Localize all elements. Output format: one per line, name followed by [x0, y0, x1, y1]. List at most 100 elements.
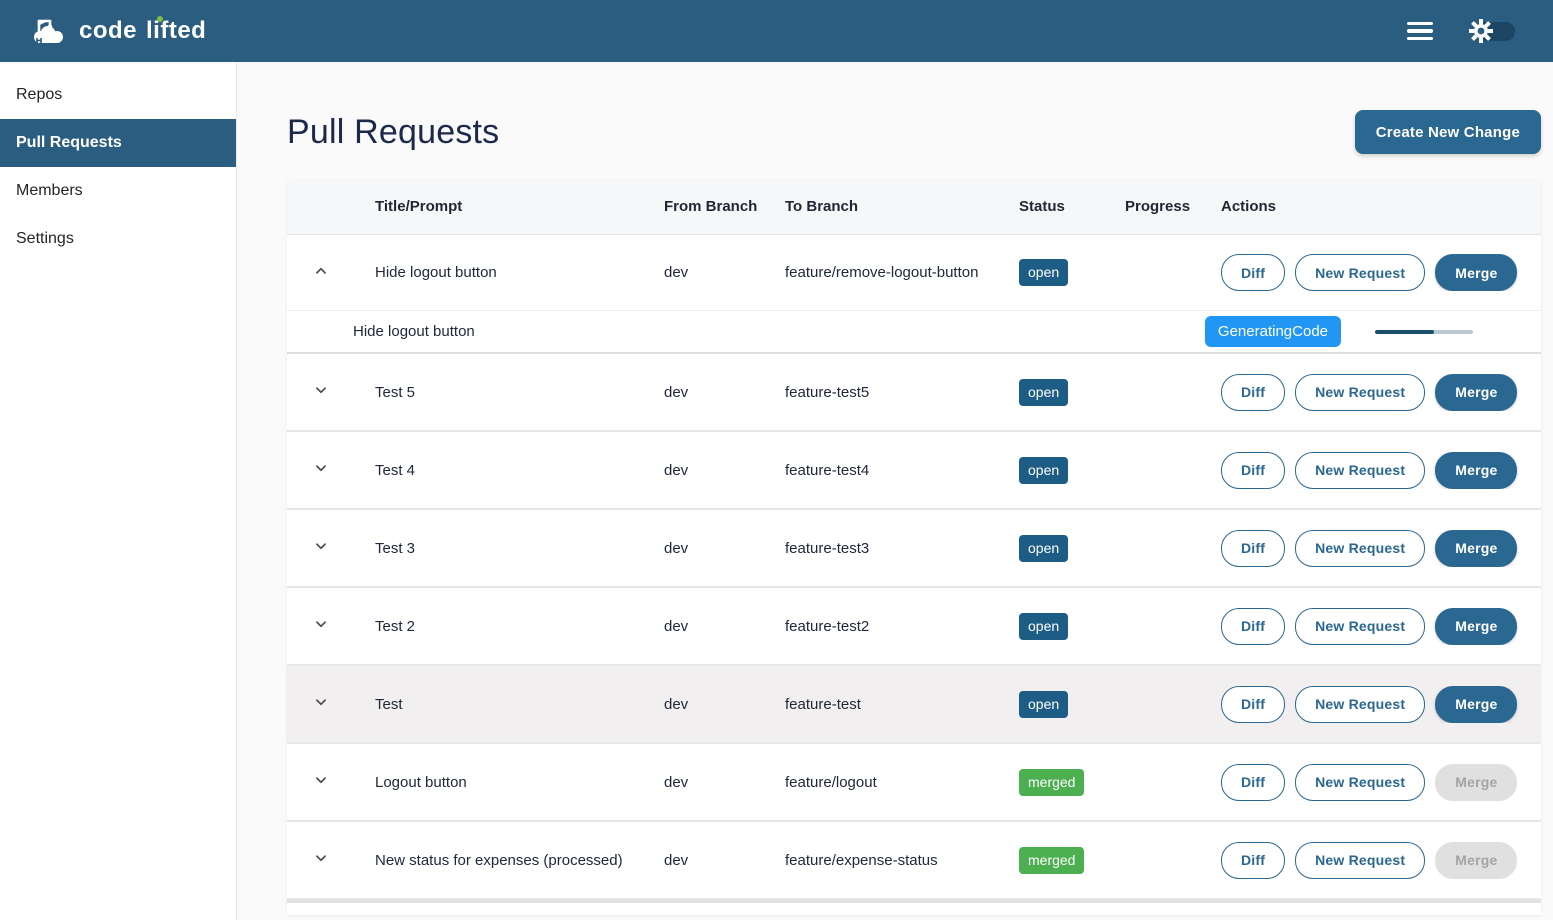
diff-button[interactable]: Diff — [1221, 763, 1286, 801]
new-request-button[interactable]: New Request — [1295, 373, 1426, 411]
new-request-button[interactable]: New Request — [1295, 763, 1426, 801]
chevron-down-icon[interactable] — [312, 693, 330, 711]
create-new-change-button[interactable]: Create New Change — [1354, 110, 1541, 154]
pr-title: Hide logout button — [375, 264, 497, 281]
pr-title: Test 5 — [375, 383, 416, 401]
merge-button[interactable]: Merge — [1435, 451, 1518, 489]
brand-logo: code lifted — [30, 16, 206, 46]
pr-title: Test 3 — [375, 539, 416, 557]
diff-button[interactable]: Diff — [1221, 685, 1286, 723]
app-header: code lifted — [0, 0, 1553, 62]
sidebar-item-pull-requests[interactable]: Pull Requests — [0, 119, 236, 167]
col-from-branch: From Branch — [664, 198, 758, 215]
col-to-branch: To Branch — [785, 198, 859, 215]
pr-prompt: Hide logout button — [353, 323, 475, 340]
theme-toggle[interactable] — [1469, 19, 1515, 43]
chevron-down-icon[interactable] — [312, 381, 330, 399]
menu-icon[interactable] — [1407, 22, 1433, 40]
generating-code-badge: GeneratingCode — [1204, 316, 1341, 347]
merge-button[interactable]: Merge — [1435, 607, 1518, 645]
pr-title: Test 4 — [375, 461, 416, 479]
pr-from-branch: dev — [664, 617, 689, 635]
pr-to-branch: feature-test4 — [785, 461, 870, 479]
diff-button[interactable]: Diff — [1221, 254, 1286, 291]
new-request-button[interactable]: New Request — [1295, 841, 1426, 879]
page-title: Pull Requests — [287, 112, 500, 151]
sidebar-item-settings[interactable]: Settings — [16, 230, 74, 247]
status-badge: open — [1019, 456, 1069, 484]
col-status: Status — [1019, 198, 1065, 215]
col-progress: Progress — [1125, 198, 1191, 215]
pr-from-branch: dev — [664, 539, 689, 557]
brand-word-code: code — [79, 17, 138, 44]
pull-requests-table: Title/Prompt From Branch To Branch Statu… — [287, 179, 1541, 915]
merge-button[interactable]: Merge — [1435, 373, 1518, 411]
diff-button[interactable]: Diff — [1221, 451, 1286, 489]
table-row[interactable]: Test 3 dev feature-test3 open Diff New R… — [287, 510, 1541, 588]
table-header-row: Title/Prompt From Branch To Branch Statu… — [287, 179, 1541, 235]
diff-button[interactable]: Diff — [1221, 373, 1286, 411]
pr-title: Test 2 — [375, 617, 416, 635]
pr-to-branch: feature-test3 — [785, 539, 870, 557]
green-i-dot — [157, 16, 164, 22]
col-title-prompt: Title/Prompt — [375, 198, 463, 215]
table-row[interactable]: Hide logout button dev feature/remove-lo… — [287, 235, 1541, 311]
chevron-down-icon[interactable] — [312, 849, 330, 867]
pr-from-branch: dev — [664, 383, 689, 401]
table-row[interactable]: Test 2 dev feature-test2 open Diff New R… — [287, 588, 1541, 666]
pr-title: New status for expenses (processed) — [375, 851, 623, 869]
pr-to-branch: feature-test — [785, 695, 861, 713]
main-content: Pull Requests Create New Change Title/Pr… — [237, 62, 1553, 920]
status-badge: open — [1019, 259, 1069, 286]
diff-button[interactable]: Diff — [1221, 607, 1286, 645]
merge-button: Merge — [1435, 841, 1518, 879]
diff-button[interactable]: Diff — [1221, 529, 1286, 567]
status-badge: open — [1019, 612, 1069, 640]
status-badge: open — [1019, 690, 1069, 718]
sidebar-item-repos[interactable]: Repos — [16, 86, 63, 103]
pr-title: Logout button — [375, 773, 467, 791]
new-request-button[interactable]: New Request — [1295, 529, 1426, 567]
pr-to-branch: feature/logout — [785, 773, 877, 791]
new-request-button[interactable]: New Request — [1295, 451, 1426, 489]
chevron-down-icon[interactable] — [312, 615, 330, 633]
merge-button: Merge — [1435, 763, 1518, 801]
table-row[interactable]: Test dev feature-test open Diff New Requ… — [287, 666, 1541, 744]
sidebar-item-members[interactable]: Members — [16, 182, 83, 199]
new-request-button[interactable]: New Request — [1295, 254, 1426, 291]
merge-button[interactable]: Merge — [1435, 254, 1518, 291]
status-badge: open — [1019, 534, 1069, 562]
pr-title: Test — [375, 695, 403, 713]
chevron-down-icon[interactable] — [312, 459, 330, 477]
pr-from-branch: dev — [664, 695, 689, 713]
cloud-crane-icon — [30, 16, 68, 46]
next-row-partial — [287, 900, 1541, 915]
status-badge: merged — [1019, 768, 1085, 796]
pr-to-branch: feature/remove-logout-button — [785, 264, 979, 281]
sun-brightness-icon — [1465, 15, 1497, 52]
chevron-up-icon[interactable] — [312, 262, 330, 280]
pr-to-branch: feature/expense-status — [785, 851, 938, 869]
merge-button[interactable]: Merge — [1435, 529, 1518, 567]
table-row[interactable]: New status for expenses (processed) dev … — [287, 822, 1541, 900]
progress-bar — [1375, 329, 1473, 334]
brand-word-lifted: lifted — [146, 16, 207, 44]
table-row[interactable]: Logout button dev feature/logout merged … — [287, 744, 1541, 822]
status-badge: merged — [1019, 846, 1085, 874]
chevron-down-icon[interactable] — [312, 537, 330, 555]
new-request-button[interactable]: New Request — [1295, 607, 1426, 645]
merge-button[interactable]: Merge — [1435, 685, 1518, 723]
table-row[interactable]: Test 4 dev feature-test4 open Diff New R… — [287, 432, 1541, 510]
diff-button[interactable]: Diff — [1221, 841, 1286, 879]
chevron-down-icon[interactable] — [312, 771, 330, 789]
pr-from-branch: dev — [664, 461, 689, 479]
pr-from-branch: dev — [664, 851, 689, 869]
pr-from-branch: dev — [664, 264, 689, 281]
progress-bar-fill — [1375, 329, 1434, 334]
sidebar: Repos Pull Requests Members Settings — [0, 62, 237, 920]
pr-to-branch: feature-test5 — [785, 383, 870, 401]
col-actions: Actions — [1221, 198, 1277, 215]
status-badge: open — [1019, 378, 1069, 406]
table-row[interactable]: Test 5 dev feature-test5 open Diff New R… — [287, 354, 1541, 432]
new-request-button[interactable]: New Request — [1295, 685, 1426, 723]
